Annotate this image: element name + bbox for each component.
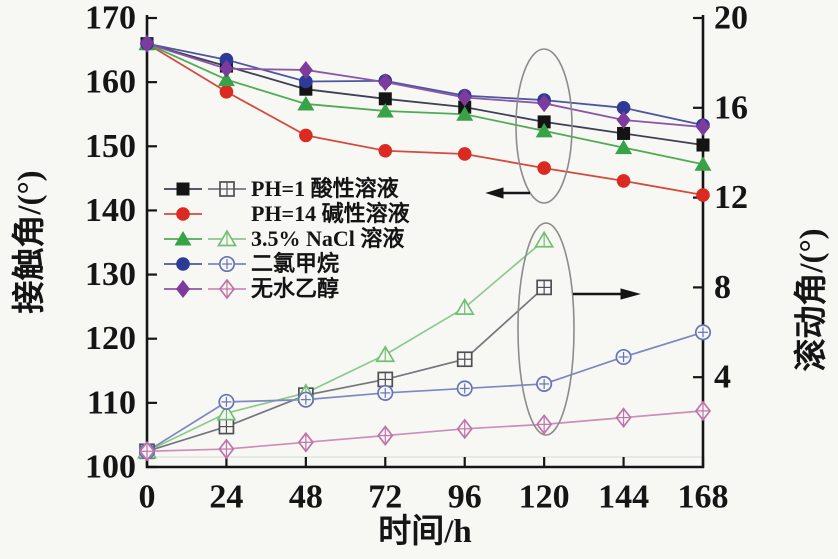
triangle-marker [456,106,474,121]
legend-swatch-canvas [164,278,246,299]
circle-marker [616,174,631,188]
legend-item: PH=1 酸性溶液 [162,176,410,201]
ellipse-annotation-right-axis [517,222,641,436]
legend-marker-swatch-circle [162,202,248,226]
triangle-marker [615,139,633,155]
left-axis-tick-label: 140 [85,192,136,229]
legend-marker-swatch-triangle [162,227,248,251]
contact-angle-line [146,42,704,126]
legend-swatch-canvas [164,180,246,197]
triangle-marker [535,122,553,138]
right-axis-title: 滚动角/(°) [793,228,830,371]
legend-label: PH=1 酸性溶液 [251,176,399,201]
left-axis-tick-label: 120 [85,320,136,357]
square-marker [617,126,631,140]
circle-marker [299,74,313,89]
right-axis-tick-label: 16 [714,89,748,126]
legend-label: PH=14 碱性溶液 [251,201,410,226]
left-axis-tick-label: 160 [85,64,136,101]
contact-angle-line [146,42,704,128]
left-axis-tick-label: 130 [85,256,136,293]
axis-pointer-arrow-head [620,288,641,300]
group-ellipse [517,222,575,436]
group-ellipse [515,48,573,204]
axis-pointer-arrow-head [485,187,504,199]
circle-marker [616,101,631,115]
contact-angle-line [146,42,704,166]
circle-marker [219,84,234,99]
diamond-marker [696,118,710,137]
x-axis-tick-label: 24 [209,479,243,516]
square-marker [176,182,190,195]
x-axis-tick-label: 120 [519,479,570,516]
x-axis-tick-label: 48 [289,479,323,516]
x-axis-tick-label: 72 [368,479,402,516]
chart-legend: PH=1 酸性溶液 PH=14 碱性溶液 3.5% NaCl 溶液 二氯甲烷 无… [162,176,410,301]
circle-marker [537,161,551,175]
legend-item: 无水乙醇 [162,276,410,301]
left-axis-tick-label: 150 [85,128,136,165]
legend-label: 无水乙醇 [251,276,340,301]
circle-marker [378,143,393,158]
legend-label: 3.5% NaCl 溶液 [251,226,405,251]
x-axis-tick-label: 0 [139,479,156,516]
rolling-angle-line [146,286,545,453]
square-marker [378,92,392,106]
legend-item: 3.5% NaCl 溶液 [162,226,410,251]
diamond-marker [298,60,313,79]
legend-label: 二氯甲烷 [251,251,340,276]
rolling-angle-line [146,239,545,453]
legend-swatch-canvas [164,255,246,272]
legend-marker-swatch-diamond [162,277,248,301]
right-axis-tick-label: 4 [714,359,731,396]
left-axis-tick-label: 110 [87,384,136,421]
right-axis-tick-label: 20 [714,0,748,37]
x-axis-tick-label: 96 [448,479,482,516]
series-markers [137,34,712,462]
circle-marker [457,147,472,161]
x-axis-tick-label: 144 [598,479,649,516]
contact-angle-line [146,42,704,196]
diamond-marker [616,110,631,129]
legend-item: PH=14 碱性溶液 [162,201,410,226]
right-axis-tick-label: 8 [714,269,731,306]
square-marker [537,115,551,129]
left-axis-tick-label: 170 [85,0,136,37]
diamond-marker [219,59,234,78]
contact-angle-line [146,42,704,146]
triangle-marker [217,71,235,87]
legend-item: 二氯甲烷 [162,251,410,276]
x-axis-tick-label: 168 [678,479,729,516]
left-axis-title: 接触角/(°) [11,170,48,313]
rolling-angle-line [146,410,704,453]
x-axis-title: 时间/h [378,513,472,550]
series-lines [146,42,704,453]
circle-marker [299,128,313,143]
legend-swatch-canvas [164,206,202,221]
triangle-marker [376,103,394,118]
triangle-marker [297,95,315,111]
legend-swatch-canvas [164,228,246,246]
diamond-marker [537,94,552,113]
circle-marker [176,256,190,271]
triangle-marker [174,230,192,245]
circle-marker [176,206,190,221]
right-axis-tick-label: 12 [714,179,748,216]
left-axis-tick-label: 100 [85,449,136,486]
square-marker [696,138,710,152]
legend-marker-swatch-circle [162,252,248,276]
diamond-marker [140,34,154,53]
legend-marker-swatch-square [162,177,248,201]
rolling-angle-line [146,331,704,453]
ellipse-annotation-left-axis [485,48,573,204]
diamond-marker [378,73,393,92]
diamond-marker [176,279,190,298]
diamond-marker [457,88,472,107]
circle-marker [696,188,710,202]
triangle-marker [694,156,712,171]
